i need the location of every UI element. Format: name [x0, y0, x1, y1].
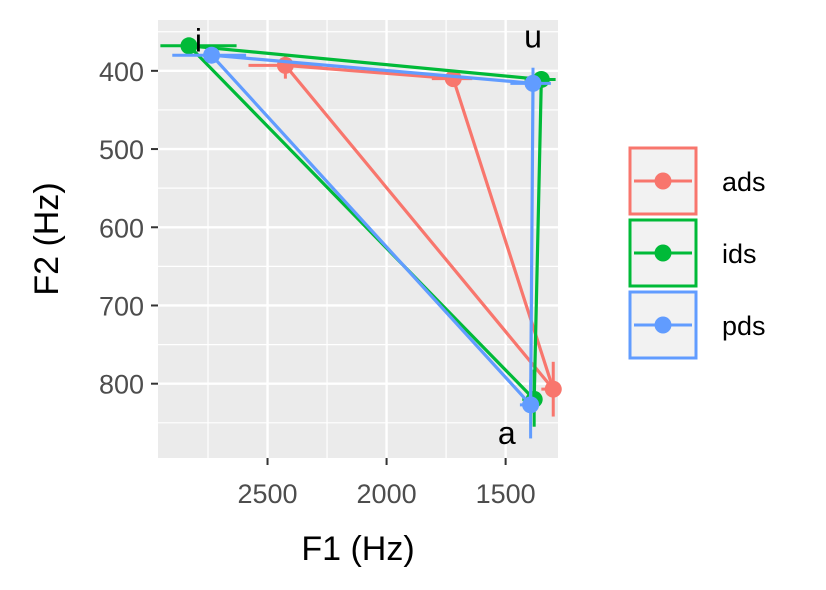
data-point-ads-i [276, 56, 294, 74]
data-point-pds-u [524, 74, 542, 92]
legend: ads ids pds [628, 146, 766, 360]
data-point-pds-a [522, 396, 540, 414]
x-axis-title: F1 (Hz) [301, 530, 414, 568]
y-axis-title: F2 (Hz) [28, 182, 66, 295]
minor-gridlines [158, 20, 558, 458]
data-point-pds-i [203, 46, 221, 64]
data-point-ids-i [180, 37, 198, 55]
legend-key-point-ids [654, 244, 672, 262]
vowel-label-a: a [498, 415, 516, 451]
legend-label-pds: pds [722, 311, 766, 341]
series-layer [160, 37, 562, 439]
y-tick-label: 600 [99, 213, 144, 243]
x-tick-label: 2500 [237, 479, 297, 509]
major-gridlines [158, 20, 558, 458]
legend-key-point-ads [654, 172, 672, 190]
x-tick-label: 1500 [476, 479, 536, 509]
y-tick-label: 500 [99, 135, 144, 165]
legend-item-pds: pds [628, 290, 766, 360]
legend-label-ads: ads [722, 167, 766, 197]
y-tick-label: 400 [99, 57, 144, 87]
vowel-label-i: i [195, 23, 202, 59]
legend-item-ids: ids [628, 218, 757, 288]
legend-label-ids: ids [722, 239, 757, 269]
axis-ticks: 2500 2000 1500 400 500 600 700 800 [99, 57, 536, 509]
series-pds [172, 46, 551, 439]
x-tick-label: 2000 [357, 479, 417, 509]
data-point-ads-a [544, 380, 562, 398]
series-line-ids [187, 44, 543, 401]
legend-key-point-pds [654, 316, 672, 334]
vowel-labels: i u a [195, 19, 542, 452]
legend-item-ads: ads [628, 146, 766, 216]
vowel-label-u: u [524, 19, 542, 55]
y-tick-label: 800 [99, 370, 144, 400]
series-line-pds [210, 53, 535, 407]
y-tick-label: 700 [99, 291, 144, 321]
series-line-ads [284, 63, 555, 391]
plot-panel [158, 20, 558, 458]
